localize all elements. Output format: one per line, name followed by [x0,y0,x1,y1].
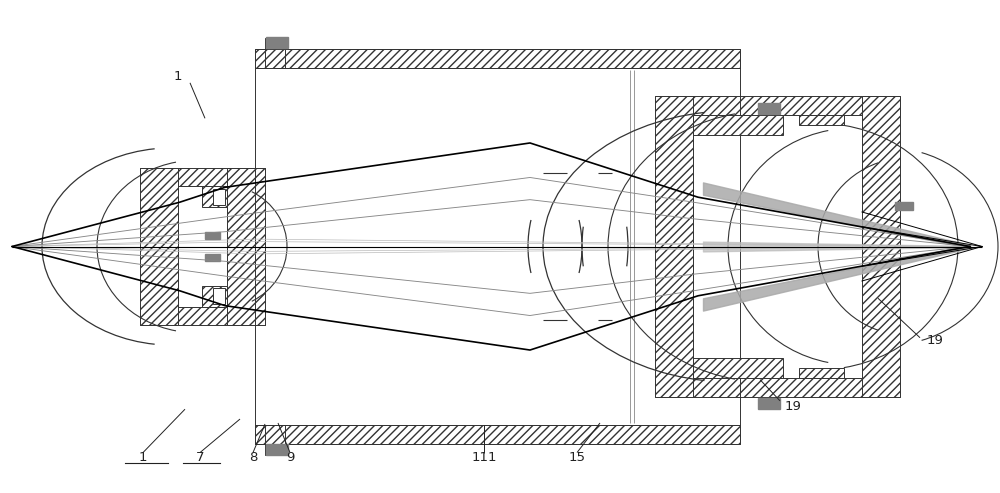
Bar [265,38,285,68]
Bar [213,189,225,205]
Bar [799,115,844,125]
Bar [758,103,780,114]
Bar [213,288,225,304]
Text: 9: 9 [286,451,294,464]
Bar [655,96,900,115]
Bar [178,186,227,307]
Bar [140,168,265,186]
Bar [266,37,288,48]
Bar [265,425,285,455]
Bar [205,232,220,239]
Text: 15: 15 [568,451,586,464]
Bar [202,286,227,307]
Bar [140,307,265,325]
Bar [227,168,265,325]
Bar [693,358,783,378]
Text: 1: 1 [139,451,147,464]
Text: 111: 111 [471,451,497,464]
Bar [655,378,900,397]
Bar [255,425,740,444]
Bar [895,202,913,211]
Bar [266,444,288,455]
Bar [862,96,900,397]
Text: 19: 19 [927,334,943,347]
Text: 19: 19 [785,400,801,413]
Bar [758,398,780,409]
Bar [655,96,693,397]
Text: 1: 1 [174,70,182,83]
Bar [205,254,220,261]
Bar [202,186,227,207]
Bar [255,49,740,68]
Text: 7: 7 [196,451,204,464]
Text: 8: 8 [249,451,257,464]
Bar [693,115,862,378]
Bar [693,115,783,135]
Bar [140,168,178,325]
Bar [799,368,844,378]
